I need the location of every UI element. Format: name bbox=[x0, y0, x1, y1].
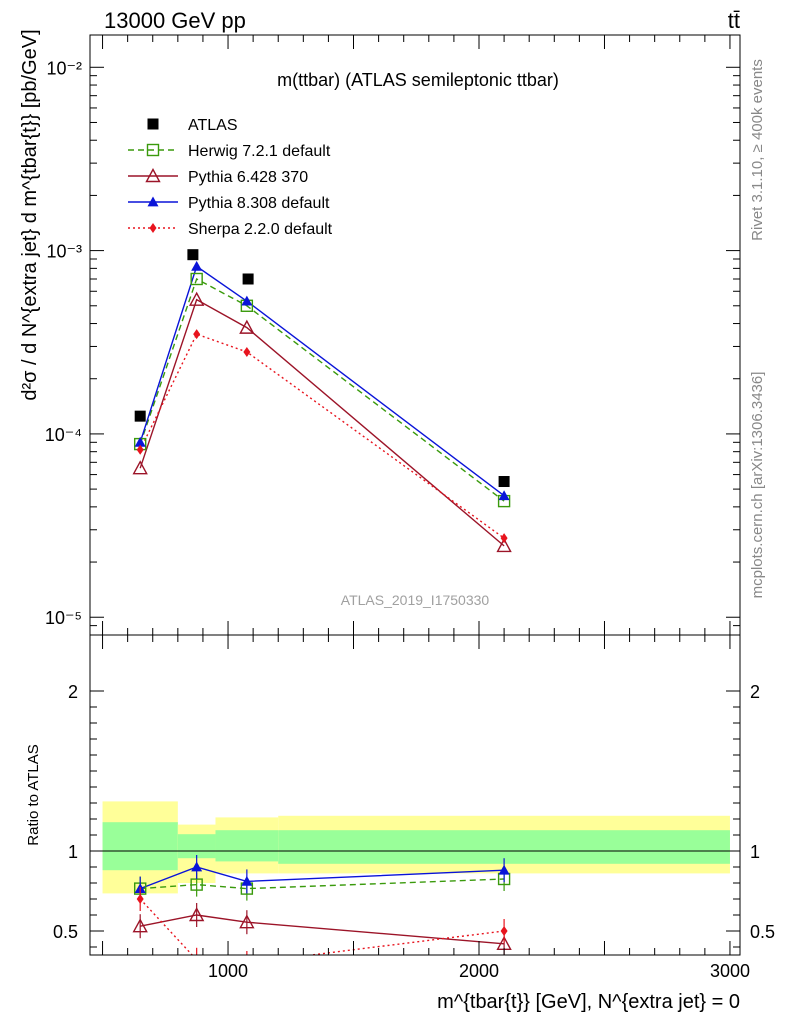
herwig-point bbox=[190, 272, 203, 286]
legend-marker bbox=[149, 223, 157, 233]
sherpa-point bbox=[193, 329, 201, 340]
ratio-y-tick-label-right: 2 bbox=[750, 682, 760, 702]
ratio-y-tick-label: 2 bbox=[68, 682, 78, 702]
pythia6-point bbox=[496, 537, 512, 553]
ratio-y-tick-label-right: 0.5 bbox=[750, 922, 775, 942]
pythia6-point bbox=[132, 460, 148, 475]
main-title: m(ttbar) (ATLAS semileptonic ttbar) bbox=[277, 70, 559, 90]
y-tick-label: 10⁻⁴ bbox=[45, 425, 82, 445]
ratio-y-tick-label-right: 1 bbox=[750, 842, 760, 862]
main-y-axis-label: d²σ / d N^{extra jet} d m^{tbar{t}} [pb/… bbox=[19, 29, 41, 400]
x-tick-label: 3000 bbox=[710, 961, 750, 981]
pythia8-ratio-line bbox=[139, 866, 505, 890]
pythia8-ratio-point bbox=[241, 875, 253, 886]
y-tick-label: 10⁻² bbox=[46, 58, 82, 78]
pythia8-line bbox=[139, 265, 505, 497]
x-axis-label: m^{tbar{t}} [GeV], N^{extra jet} = 0 bbox=[437, 991, 740, 1013]
inner-band bbox=[177, 834, 216, 859]
x-tick-label: 2000 bbox=[459, 961, 499, 981]
sherpa-ratio-point bbox=[136, 894, 144, 904]
sherpa-point bbox=[500, 533, 508, 544]
sherpa-ratio-point bbox=[500, 926, 508, 936]
pythia8-point bbox=[241, 295, 253, 306]
mcplots-label: mcplots.cern.ch [arXiv:1306.3436] bbox=[749, 372, 766, 599]
herwig-ratio-point bbox=[190, 878, 203, 891]
ratio-y-axis-label: Ratio to ATLAS bbox=[25, 744, 42, 845]
pythia6-point bbox=[239, 319, 255, 334]
pythia6-point bbox=[188, 291, 205, 306]
ratio-frame bbox=[89, 634, 741, 956]
inner-band bbox=[102, 822, 178, 871]
pythia6-line bbox=[139, 298, 505, 547]
pythia6-ratio-point bbox=[188, 907, 205, 922]
ratio-panel: 0.5 0.5 1 1 2 2 1000 2000 3000 Ratio to ATLAS m^… bbox=[25, 634, 775, 1013]
watermark: ATLAS_2019_I1750330 bbox=[341, 592, 490, 608]
sherpa-point bbox=[136, 444, 144, 455]
sherpa-point bbox=[243, 346, 251, 357]
legend-marker bbox=[146, 143, 160, 157]
atlas-point bbox=[134, 410, 146, 422]
legend-label: Pythia 8.308 default bbox=[188, 195, 330, 212]
pythia8-ratio-point bbox=[191, 861, 203, 872]
legend: ATLAS Herwig 7.2.1 default Pythia 6.428 37… bbox=[128, 117, 333, 238]
legend-marker bbox=[147, 118, 159, 130]
x-tick-label: 1000 bbox=[208, 961, 248, 981]
pythia8-point bbox=[134, 436, 146, 447]
y-tick-label: 10⁻³ bbox=[46, 242, 82, 262]
pythia8-point bbox=[191, 260, 203, 271]
pythia6-ratio-point bbox=[239, 914, 255, 929]
pythia6-ratio-point bbox=[132, 918, 148, 933]
pythia8-point bbox=[498, 490, 510, 501]
pythia8-ratio-point bbox=[498, 864, 510, 875]
energy-label: 13000 GeV pp bbox=[104, 8, 246, 33]
pythia6-ratio-line bbox=[140, 914, 505, 945]
ratio-y-tick-label: 1 bbox=[68, 842, 78, 862]
atlas-point bbox=[498, 476, 510, 488]
legend-label: Herwig 7.2.1 default bbox=[188, 143, 331, 160]
inner-band bbox=[215, 830, 279, 862]
sherpa-ratio-point bbox=[196, 954, 197, 955]
legend-label: Pythia 6.428 370 bbox=[188, 169, 308, 186]
y-tick-label: 10⁻⁵ bbox=[45, 608, 82, 628]
ratio-y-tick-label: 0.5 bbox=[53, 922, 78, 942]
atlas-point bbox=[187, 249, 199, 261]
herwig-ratio-line bbox=[140, 878, 505, 890]
herwig-line bbox=[139, 277, 505, 502]
legend-marker bbox=[145, 168, 161, 183]
process-label: tt̄ bbox=[728, 8, 740, 33]
main-panel: 10⁻⁵ 10⁻⁴ 10⁻³ 10⁻² m(ttbar) (ATLAS semilep… bbox=[19, 29, 741, 636]
legend-label: Sherpa 2.2.0 default bbox=[188, 221, 333, 238]
atlas-point bbox=[242, 273, 254, 285]
legend-marker bbox=[147, 196, 159, 207]
rivet-label: Rivet 3.1.10, ≥ 400k events bbox=[749, 59, 766, 241]
sherpa-line bbox=[139, 333, 505, 539]
sherpa-ratio-line bbox=[139, 898, 505, 955]
legend-label: ATLAS bbox=[188, 117, 238, 134]
